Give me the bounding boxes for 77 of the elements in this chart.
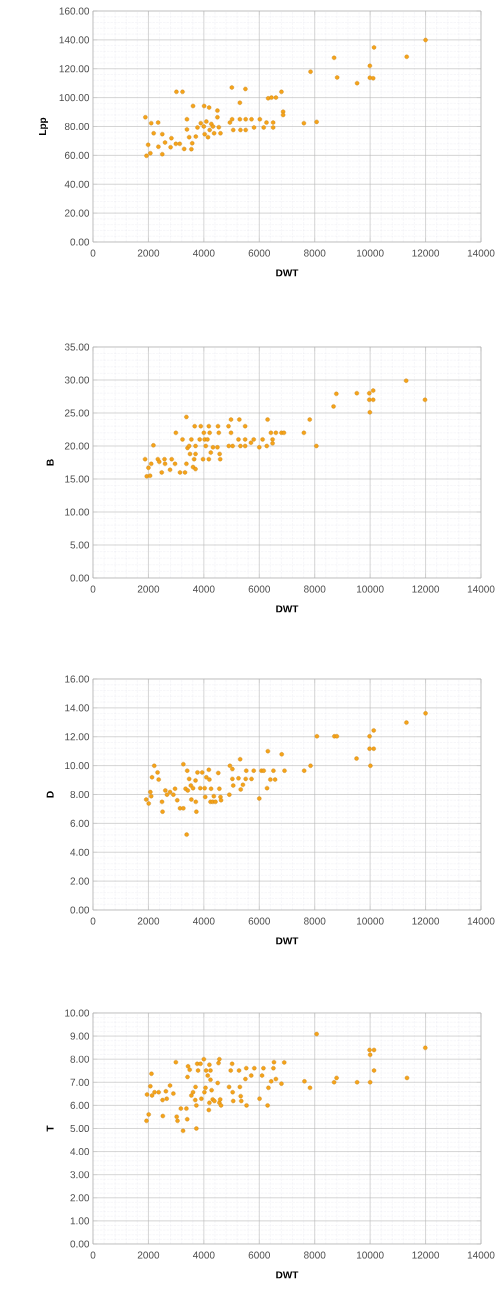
y-tick-label: 5.00 (70, 1124, 90, 1133)
x-tick-label: 6000 (248, 917, 271, 925)
x-tick-label: 12000 (412, 585, 440, 593)
y-tick-label: 6.00 (70, 1101, 90, 1109)
x-tick-label: 14000 (467, 249, 495, 257)
y-tick-label: 5.00 (70, 541, 90, 549)
x-tick-label: 2000 (137, 585, 160, 593)
x-tick-label: 6000 (248, 249, 271, 257)
y-tick-label: 12.00 (65, 733, 90, 741)
y-tick-label: 15.00 (65, 475, 90, 483)
y-tick-label: 0.00 (70, 906, 90, 914)
y-axis-title: B (46, 459, 54, 466)
y-tick-label: 100.00 (59, 94, 90, 102)
y-axis-title: D (46, 791, 54, 798)
x-tick-label: 0 (90, 917, 96, 925)
x-tick-label: 12000 (412, 1251, 440, 1259)
x-tick-label: 10000 (357, 1251, 384, 1259)
x-tick-label: 2000 (137, 1251, 160, 1259)
y-tick-label: 40.00 (64, 180, 90, 188)
y-tick-label: 14.00 (65, 704, 90, 712)
y-tick-label: 0.00 (70, 238, 90, 246)
x-tick-label: 0 (90, 249, 96, 257)
x-tick-label: 10000 (357, 249, 384, 257)
y-tick-label: 16.00 (65, 675, 90, 683)
x-axis-title: DWT (276, 269, 299, 277)
x-tick-label: 4000 (192, 249, 215, 257)
x-tick-label: 10000 (357, 917, 384, 925)
y-tick-label: 0.00 (70, 1240, 90, 1248)
y-tick-label: 20.00 (64, 209, 90, 217)
x-tick-label: 12000 (412, 917, 440, 925)
x-axis-title: DWT (276, 937, 299, 945)
x-tick-label: 8000 (304, 249, 326, 257)
x-tick-label: 4000 (192, 1251, 215, 1259)
y-tick-label: 7.00 (70, 1078, 90, 1086)
y-tick-label: 120.00 (59, 65, 90, 73)
x-axis-title: DWT (276, 605, 299, 613)
x-tick-label: 0 (90, 585, 96, 593)
y-tick-label: 8.00 (70, 1055, 90, 1063)
y-tick-label: 10.00 (65, 762, 90, 770)
y-tick-label: 2.00 (70, 877, 90, 885)
x-tick-label: 12000 (412, 249, 440, 257)
y-tick-label: 25.00 (64, 409, 90, 417)
y-tick-label: 30.00 (64, 376, 90, 384)
y-tick-label: 10.00 (65, 508, 90, 516)
y-tick-label: 1.00 (70, 1217, 90, 1225)
y-tick-label: 4.00 (70, 1148, 90, 1156)
y-tick-label: 140.00 (59, 36, 90, 44)
y-tick-label: 160.00 (59, 7, 90, 15)
y-tick-label: 3.00 (70, 1171, 90, 1179)
y-tick-label: 60.00 (64, 151, 90, 159)
x-tick-label: 2000 (137, 249, 160, 257)
y-axis-title: Lpp (39, 117, 49, 135)
y-tick-label: 9.00 (70, 1032, 90, 1040)
x-tick-label: 4000 (192, 917, 215, 925)
x-tick-label: 14000 (467, 585, 495, 593)
y-tick-label: 2.00 (70, 1194, 90, 1202)
y-tick-label: 6.00 (70, 819, 90, 827)
y-tick-label: 8.00 (70, 790, 90, 799)
x-tick-label: 4000 (192, 585, 215, 593)
y-tick-label: 20.00 (64, 442, 90, 450)
y-tick-label: 35.00 (64, 343, 90, 351)
x-tick-label: 2000 (137, 917, 160, 925)
y-tick-label: 4.00 (70, 848, 90, 856)
y-axis-title: T (46, 1125, 54, 1132)
y-tick-label: 80.00 (64, 122, 90, 131)
x-tick-label: 8000 (304, 917, 326, 925)
x-tick-label: 14000 (467, 1251, 495, 1259)
x-tick-label: 10000 (357, 585, 384, 593)
x-tick-label: 6000 (248, 585, 271, 593)
y-tick-label: 0.00 (70, 574, 90, 582)
x-tick-label: 14000 (467, 917, 495, 925)
x-tick-label: 8000 (304, 1251, 326, 1259)
x-tick-label: 8000 (304, 585, 326, 593)
x-axis-title: DWT (276, 1271, 299, 1279)
x-tick-label: 0 (90, 1251, 96, 1259)
x-tick-label: 6000 (248, 1251, 271, 1259)
y-tick-label: 10.00 (65, 1009, 90, 1017)
